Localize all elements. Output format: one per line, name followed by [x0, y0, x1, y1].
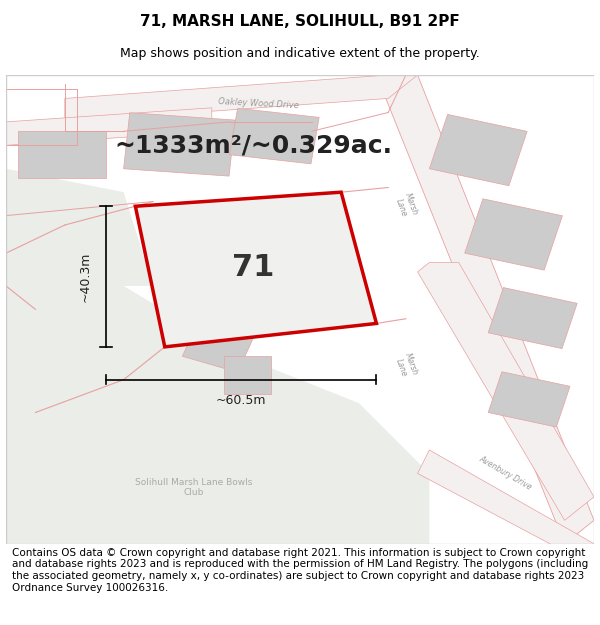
- Text: Oakley Wood Drive: Oakley Wood Drive: [218, 96, 299, 110]
- Polygon shape: [418, 262, 594, 520]
- Bar: [488, 372, 570, 427]
- Text: Avenbury Drive: Avenbury Drive: [478, 454, 534, 493]
- Polygon shape: [418, 450, 594, 568]
- Bar: [224, 356, 271, 394]
- Polygon shape: [6, 262, 430, 544]
- Text: ~60.5m: ~60.5m: [216, 394, 266, 407]
- Text: 71: 71: [232, 253, 274, 282]
- Polygon shape: [136, 192, 376, 347]
- Bar: [18, 131, 106, 178]
- Bar: [430, 114, 527, 186]
- Bar: [124, 112, 235, 176]
- Bar: [488, 288, 577, 349]
- Text: Marsh
Lane: Marsh Lane: [393, 192, 419, 221]
- Bar: [182, 321, 254, 372]
- Text: ~40.3m: ~40.3m: [78, 251, 91, 302]
- Text: Contains OS data © Crown copyright and database right 2021. This information is : Contains OS data © Crown copyright and d…: [12, 548, 588, 592]
- Bar: [229, 108, 319, 164]
- Text: 71, MARSH LANE, SOLIHULL, B91 2PF: 71, MARSH LANE, SOLIHULL, B91 2PF: [140, 14, 460, 29]
- Bar: [464, 199, 562, 270]
- Text: Marsh
Lane: Marsh Lane: [393, 351, 419, 380]
- Text: Map shows position and indicative extent of the property.: Map shows position and indicative extent…: [120, 48, 480, 61]
- Text: ~1333m²/~0.329ac.: ~1333m²/~0.329ac.: [114, 133, 392, 158]
- Polygon shape: [6, 169, 153, 286]
- Polygon shape: [6, 107, 212, 145]
- Text: Solihull Marsh Lane Bowls
Club: Solihull Marsh Lane Bowls Club: [136, 478, 253, 498]
- Polygon shape: [376, 75, 594, 544]
- Polygon shape: [65, 75, 418, 122]
